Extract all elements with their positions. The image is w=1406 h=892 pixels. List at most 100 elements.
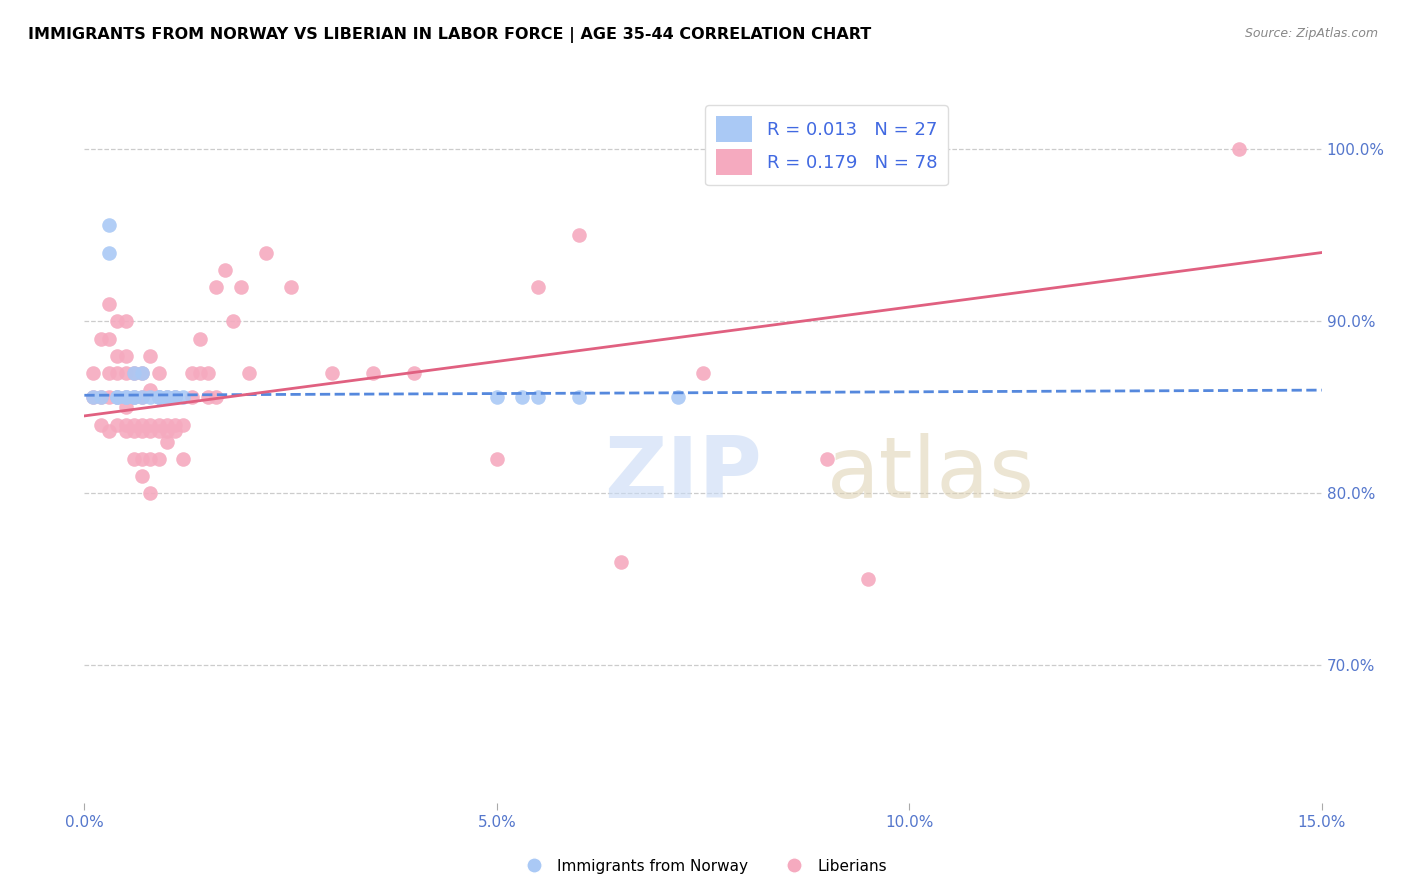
Point <box>188 332 211 346</box>
Point <box>165 390 187 404</box>
Point <box>485 390 508 404</box>
Point <box>131 417 153 432</box>
Point <box>105 366 128 380</box>
Point <box>815 451 838 466</box>
Point <box>105 390 128 404</box>
Point <box>222 314 245 328</box>
Point <box>148 425 170 439</box>
Point <box>122 417 145 432</box>
Text: Source: ZipAtlas.com: Source: ZipAtlas.com <box>1244 27 1378 40</box>
Point <box>131 469 153 483</box>
Point <box>205 280 228 294</box>
Point <box>114 390 136 404</box>
Point <box>114 349 136 363</box>
Point <box>527 390 550 404</box>
Point <box>148 366 170 380</box>
Point <box>666 390 689 404</box>
Point <box>156 425 179 439</box>
Point <box>114 366 136 380</box>
Point <box>98 366 121 380</box>
Point <box>105 349 128 363</box>
Point <box>692 366 714 380</box>
Text: atlas: atlas <box>827 433 1035 516</box>
Point <box>139 390 162 404</box>
Point <box>156 390 179 404</box>
Point <box>122 390 145 404</box>
Point <box>90 332 112 346</box>
Point <box>527 280 550 294</box>
Point <box>98 332 121 346</box>
Point <box>148 390 170 404</box>
Point <box>114 425 136 439</box>
Point <box>139 349 162 363</box>
Point <box>254 245 277 260</box>
Point <box>148 390 170 404</box>
Point <box>139 451 162 466</box>
Point <box>114 417 136 432</box>
Point <box>156 390 179 404</box>
Point <box>156 434 179 449</box>
Point <box>280 280 302 294</box>
Point <box>165 390 187 404</box>
Point <box>131 425 153 439</box>
Point <box>122 451 145 466</box>
Point <box>229 280 252 294</box>
Point <box>114 390 136 404</box>
Point <box>139 417 162 432</box>
Legend: Immigrants from Norway, Liberians: Immigrants from Norway, Liberians <box>513 853 893 880</box>
Text: ZIP: ZIP <box>605 433 762 516</box>
Point <box>98 218 121 232</box>
Point <box>568 390 591 404</box>
Point <box>180 390 202 404</box>
Point <box>122 390 145 404</box>
Point <box>148 451 170 466</box>
Point <box>197 390 219 404</box>
Point <box>98 425 121 439</box>
Point <box>156 417 179 432</box>
Point <box>122 366 145 380</box>
Point <box>114 314 136 328</box>
Point <box>172 390 194 404</box>
Point <box>156 390 179 404</box>
Point <box>172 417 194 432</box>
Point <box>1227 142 1250 156</box>
Point <box>609 555 631 569</box>
Point <box>165 417 187 432</box>
Point <box>122 366 145 380</box>
Point <box>165 425 187 439</box>
Point <box>568 228 591 243</box>
Point <box>148 417 170 432</box>
Point <box>172 451 194 466</box>
Point <box>139 383 162 397</box>
Point <box>197 366 219 380</box>
Point <box>98 390 121 404</box>
Point <box>148 390 170 404</box>
Point <box>131 366 153 380</box>
Point <box>105 390 128 404</box>
Point <box>321 366 343 380</box>
Point <box>131 390 153 404</box>
Point <box>114 401 136 415</box>
Point <box>105 417 128 432</box>
Point <box>105 314 128 328</box>
Text: IMMIGRANTS FROM NORWAY VS LIBERIAN IN LABOR FORCE | AGE 35-44 CORRELATION CHART: IMMIGRANTS FROM NORWAY VS LIBERIAN IN LA… <box>28 27 872 43</box>
Point <box>214 262 236 277</box>
Point <box>180 366 202 380</box>
Point <box>98 245 121 260</box>
Point <box>139 425 162 439</box>
Point <box>205 390 228 404</box>
Point <box>361 366 384 380</box>
Point <box>188 366 211 380</box>
Point <box>105 390 128 404</box>
Point <box>122 390 145 404</box>
Point <box>90 390 112 404</box>
Point <box>148 390 170 404</box>
Point <box>510 390 533 404</box>
Point <box>131 451 153 466</box>
Point <box>131 366 153 380</box>
Point <box>139 486 162 500</box>
Legend: R = 0.013   N = 27, R = 0.179   N = 78: R = 0.013 N = 27, R = 0.179 N = 78 <box>706 105 948 186</box>
Point <box>90 417 112 432</box>
Point <box>114 390 136 404</box>
Point <box>82 366 104 380</box>
